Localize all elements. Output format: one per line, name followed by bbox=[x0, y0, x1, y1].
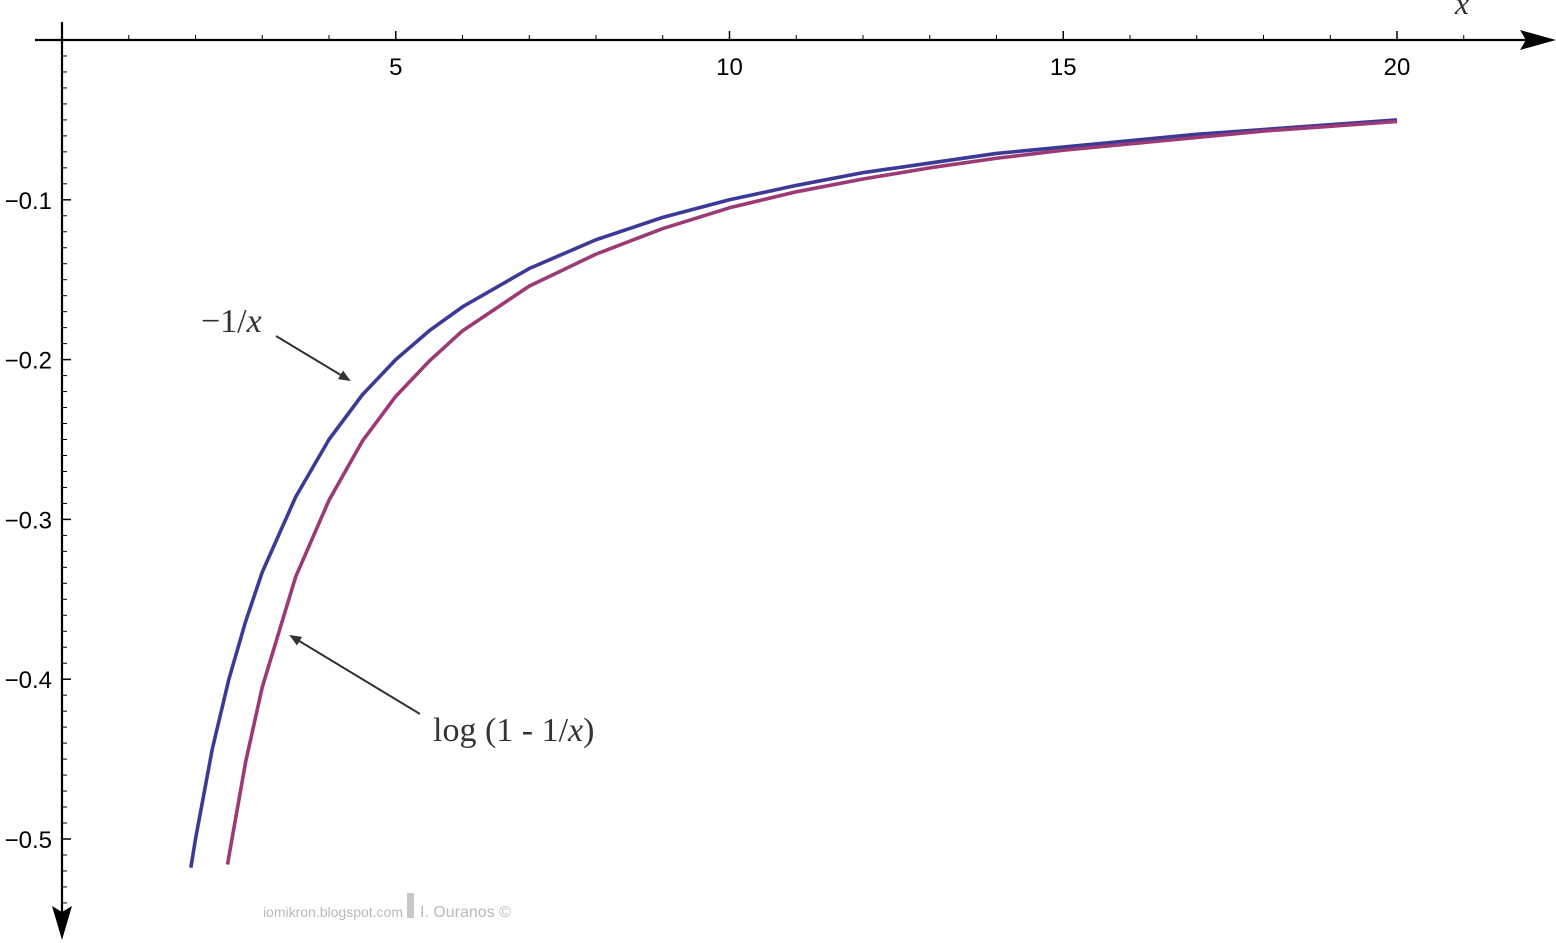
x-tick-label: 5 bbox=[389, 54, 402, 81]
y-tick-label: −0.2 bbox=[5, 348, 52, 375]
x-axis-arrowhead bbox=[1520, 30, 1556, 50]
series-line-reciprocal bbox=[189, 118, 1398, 869]
y-axis-arrowhead bbox=[52, 906, 72, 940]
x-tick-label: 20 bbox=[1384, 54, 1411, 81]
x-axis-title: x bbox=[1454, 0, 1469, 21]
annotation-label-log-var: x bbox=[567, 712, 583, 749]
y-tick-label: −0.3 bbox=[5, 507, 52, 534]
y-tick-label: −0.1 bbox=[5, 188, 52, 215]
annotation-label-log: log (1 - 1/x) bbox=[433, 712, 594, 749]
annotation-label-reciprocal: −1/x bbox=[201, 303, 262, 340]
y-tick-labels: −0.1 −0.2 −0.3 −0.4 −0.5 bbox=[5, 188, 52, 854]
series-line-log bbox=[225, 119, 1398, 865]
x-tick-label: 15 bbox=[1050, 54, 1077, 81]
annotation-label-reciprocal-var: x bbox=[246, 303, 262, 340]
annotation-label-log-end: ) bbox=[583, 712, 594, 749]
annotation-label-log-main: log (1 - 1/ bbox=[433, 712, 569, 749]
annotation-arrow-reciprocal bbox=[275, 335, 351, 382]
y-tick-label: −0.5 bbox=[5, 827, 52, 854]
series-layer bbox=[189, 118, 1398, 869]
watermark-separator bbox=[407, 893, 414, 918]
y-tick-label: −0.4 bbox=[5, 667, 52, 694]
annotation-arrow-log bbox=[289, 634, 421, 715]
tick-marks bbox=[62, 31, 1465, 904]
annotation-label-reciprocal-main: −1/ bbox=[201, 303, 247, 340]
x-tick-label: 10 bbox=[716, 54, 743, 81]
watermark-site: iomikron.blogspot.com bbox=[263, 904, 403, 920]
x-tick-labels: 5 10 15 20 bbox=[389, 54, 1410, 81]
watermark-author: I. Ouranos © bbox=[420, 904, 511, 921]
